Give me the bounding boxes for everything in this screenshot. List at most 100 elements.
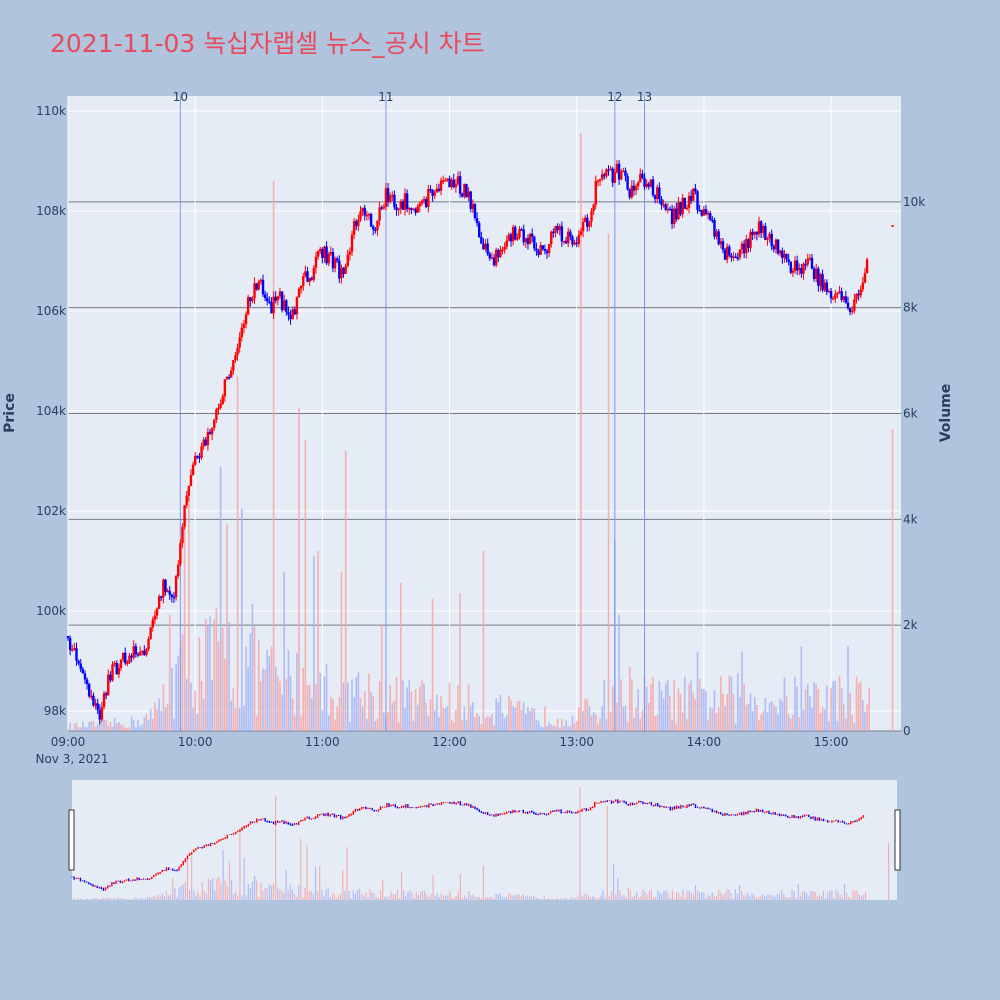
volume-bar	[783, 677, 786, 731]
rangeslider-volume-bar	[629, 890, 631, 900]
volume-tick-label: 4k	[903, 512, 918, 526]
candle-body	[834, 294, 837, 299]
rangeslider-volume-bar	[409, 890, 411, 900]
rangeslider-handle-left[interactable]	[68, 809, 75, 871]
candle-body	[177, 564, 180, 577]
volume-bar	[105, 719, 107, 731]
candle-body	[630, 185, 634, 198]
candle-body	[590, 211, 593, 222]
volume-bar	[806, 683, 809, 731]
candle-body	[66, 636, 70, 638]
volume-bar	[207, 625, 209, 731]
rangeslider-volume-bar	[119, 898, 121, 900]
rangeslider-volume-bar	[188, 890, 191, 900]
volume-bar	[891, 429, 894, 731]
candle-body	[528, 233, 532, 244]
volume-bar	[130, 716, 133, 731]
rangeslider-volume-bar	[613, 864, 615, 900]
rangeslider-volume-bar	[522, 894, 524, 900]
volume-bar	[349, 721, 351, 731]
candle-body	[374, 229, 377, 231]
rangeslider-volume-bar	[251, 881, 254, 900]
candle-body	[575, 242, 578, 245]
candle-body	[151, 619, 154, 628]
volume-bar	[323, 676, 326, 731]
rangeslider-volume-bar	[646, 894, 648, 900]
rangeslider-volume-bar	[440, 893, 443, 900]
rangeslider-volume-bar	[554, 899, 556, 900]
candle-body	[497, 249, 500, 258]
volume-bar	[427, 716, 430, 731]
candle-body	[520, 229, 523, 231]
volume-bar	[111, 726, 114, 731]
rangeslider-volume-bar	[780, 889, 783, 900]
volume-bar	[594, 714, 597, 731]
time-tick-label: 14:00	[687, 735, 722, 749]
rangeslider-handle-right[interactable]	[894, 809, 901, 871]
news-marker-label: 13	[637, 90, 652, 104]
candle-body	[92, 695, 95, 706]
volume-bar	[198, 637, 201, 731]
volume-bar	[811, 707, 813, 731]
rangeslider-volume-bar	[226, 886, 228, 900]
rangeslider-volume-bar	[510, 894, 512, 900]
volume-bar	[285, 678, 288, 731]
candle-body	[276, 296, 280, 301]
candle-body	[480, 236, 483, 244]
rangeslider-volume-bar	[79, 898, 81, 900]
candle-body	[611, 168, 614, 183]
rangeslider-volume-bar	[489, 897, 491, 900]
candle-body	[117, 667, 121, 675]
rangeslider-volume-bar	[566, 899, 569, 900]
candle-body	[848, 308, 852, 313]
candle-body	[160, 596, 163, 598]
candle-body	[636, 182, 640, 187]
volume-bar	[720, 676, 722, 731]
volume-bar	[707, 720, 709, 731]
volume-bar	[115, 723, 118, 731]
candle-body	[446, 178, 449, 181]
volume-bar	[607, 233, 610, 732]
rangeslider-volume-bar	[371, 892, 373, 900]
rangeslider-volume-bar	[421, 890, 424, 900]
volume-bar	[747, 703, 750, 731]
rangeslider-volume-bar	[560, 897, 562, 900]
volume-bar	[605, 719, 608, 731]
candle-body	[518, 229, 521, 238]
rangeslider-volume-bar	[682, 889, 684, 900]
candle-body	[115, 662, 118, 675]
rangeslider-volume-bar	[514, 895, 516, 900]
rangeslider-volume-bar	[531, 895, 533, 900]
candle-body	[819, 274, 822, 286]
candle-body	[291, 309, 294, 320]
rangeslider-volume-bar	[820, 895, 823, 900]
rangeslider-volume-bar	[239, 833, 241, 900]
rangeslider-volume-bar	[167, 895, 170, 900]
volume-bar	[92, 720, 95, 731]
rangeslider-volume-bar	[556, 897, 558, 900]
rangeslider-volume-bar	[644, 891, 646, 900]
volume-bar	[785, 696, 788, 731]
volume-bar	[647, 703, 650, 731]
candle-body	[170, 594, 174, 597]
volume-bar	[732, 693, 735, 731]
volume-bar	[69, 722, 71, 731]
candle-body	[723, 249, 727, 260]
candle-body	[104, 693, 108, 696]
candle-body	[679, 202, 682, 215]
volume-bar	[330, 697, 332, 731]
volume-bar	[857, 683, 860, 731]
candle-body	[821, 274, 824, 291]
volume-bar	[508, 695, 510, 731]
volume-tick-label: 10k	[903, 195, 925, 209]
price-axis-title: Price	[2, 393, 18, 433]
volume-bar	[851, 715, 854, 731]
rangeslider-volume-bar	[585, 893, 587, 900]
volume-bar	[317, 551, 319, 731]
volume-bar	[550, 724, 553, 731]
candle-body	[802, 263, 805, 274]
candle-body	[367, 214, 371, 216]
rangeslider-volume-bar	[862, 894, 865, 900]
candle-body	[698, 209, 701, 212]
candle-body	[414, 208, 417, 213]
